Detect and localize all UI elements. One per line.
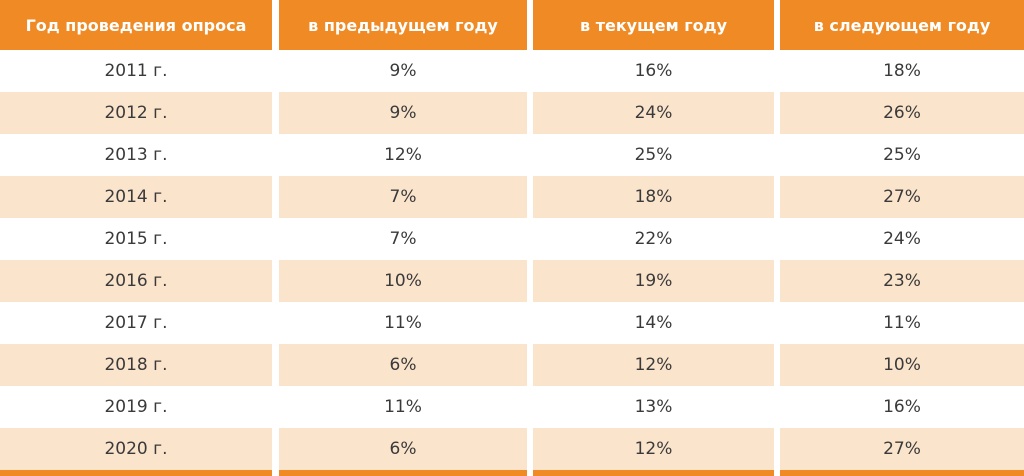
cell-year: 2011 г.	[0, 50, 272, 92]
cell-year: 2012 г.	[0, 92, 272, 134]
table-row: 2014 г. 7% 18% 27%	[0, 176, 1024, 218]
bottom-border-segment	[780, 470, 1024, 476]
header-previous-year: в предыдущем году	[279, 0, 527, 50]
cell-current: 14%	[533, 302, 774, 344]
cell-previous: 6%	[279, 428, 527, 470]
header-current-year: в текущем году	[533, 0, 774, 50]
cell-current: 12%	[533, 344, 774, 386]
table-header: Год проведения опроса в предыдущем году …	[0, 0, 1024, 50]
cell-next: 23%	[780, 260, 1024, 302]
bottom-border-segment	[533, 470, 774, 476]
cell-year: 2019 г.	[0, 386, 272, 428]
cell-next: 26%	[780, 92, 1024, 134]
cell-current: 12%	[533, 428, 774, 470]
cell-previous: 7%	[279, 218, 527, 260]
cell-current: 13%	[533, 386, 774, 428]
cell-year: 2014 г.	[0, 176, 272, 218]
cell-current: 19%	[533, 260, 774, 302]
cell-previous: 6%	[279, 344, 527, 386]
table-row: 2016 г. 10% 19% 23%	[0, 260, 1024, 302]
cell-next: 27%	[780, 428, 1024, 470]
cell-next: 10%	[780, 344, 1024, 386]
cell-next: 27%	[780, 176, 1024, 218]
header-next-year: в следующем году	[780, 0, 1024, 50]
cell-next: 18%	[780, 50, 1024, 92]
cell-year: 2017 г.	[0, 302, 272, 344]
cell-year: 2016 г.	[0, 260, 272, 302]
cell-previous: 10%	[279, 260, 527, 302]
bottom-border-segment	[279, 470, 527, 476]
cell-current: 24%	[533, 92, 774, 134]
cell-year: 2018 г.	[0, 344, 272, 386]
table-row: 2017 г. 11% 14% 11%	[0, 302, 1024, 344]
table-row: 2013 г. 12% 25% 25%	[0, 134, 1024, 176]
table-row: 2018 г. 6% 12% 10%	[0, 344, 1024, 386]
table-row: 2019 г. 11% 13% 16%	[0, 386, 1024, 428]
bottom-border-segment	[0, 470, 272, 476]
cell-year: 2020 г.	[0, 428, 272, 470]
cell-year: 2013 г.	[0, 134, 272, 176]
cell-current: 18%	[533, 176, 774, 218]
cell-previous: 12%	[279, 134, 527, 176]
cell-previous: 9%	[279, 92, 527, 134]
cell-next: 11%	[780, 302, 1024, 344]
header-survey-year: Год проведения опроса	[0, 0, 272, 50]
table-bottom-border	[0, 470, 1024, 476]
cell-current: 25%	[533, 134, 774, 176]
table-row: 2020 г. 6% 12% 27%	[0, 428, 1024, 470]
cell-previous: 7%	[279, 176, 527, 218]
table-row: 2015 г. 7% 22% 24%	[0, 218, 1024, 260]
cell-current: 16%	[533, 50, 774, 92]
table-row: 2011 г. 9% 16% 18%	[0, 50, 1024, 92]
cell-year: 2015 г.	[0, 218, 272, 260]
cell-previous: 11%	[279, 302, 527, 344]
cell-previous: 9%	[279, 50, 527, 92]
cell-next: 24%	[780, 218, 1024, 260]
cell-next: 25%	[780, 134, 1024, 176]
table-row: 2012 г. 9% 24% 26%	[0, 92, 1024, 134]
cell-next: 16%	[780, 386, 1024, 428]
cell-previous: 11%	[279, 386, 527, 428]
cell-current: 22%	[533, 218, 774, 260]
